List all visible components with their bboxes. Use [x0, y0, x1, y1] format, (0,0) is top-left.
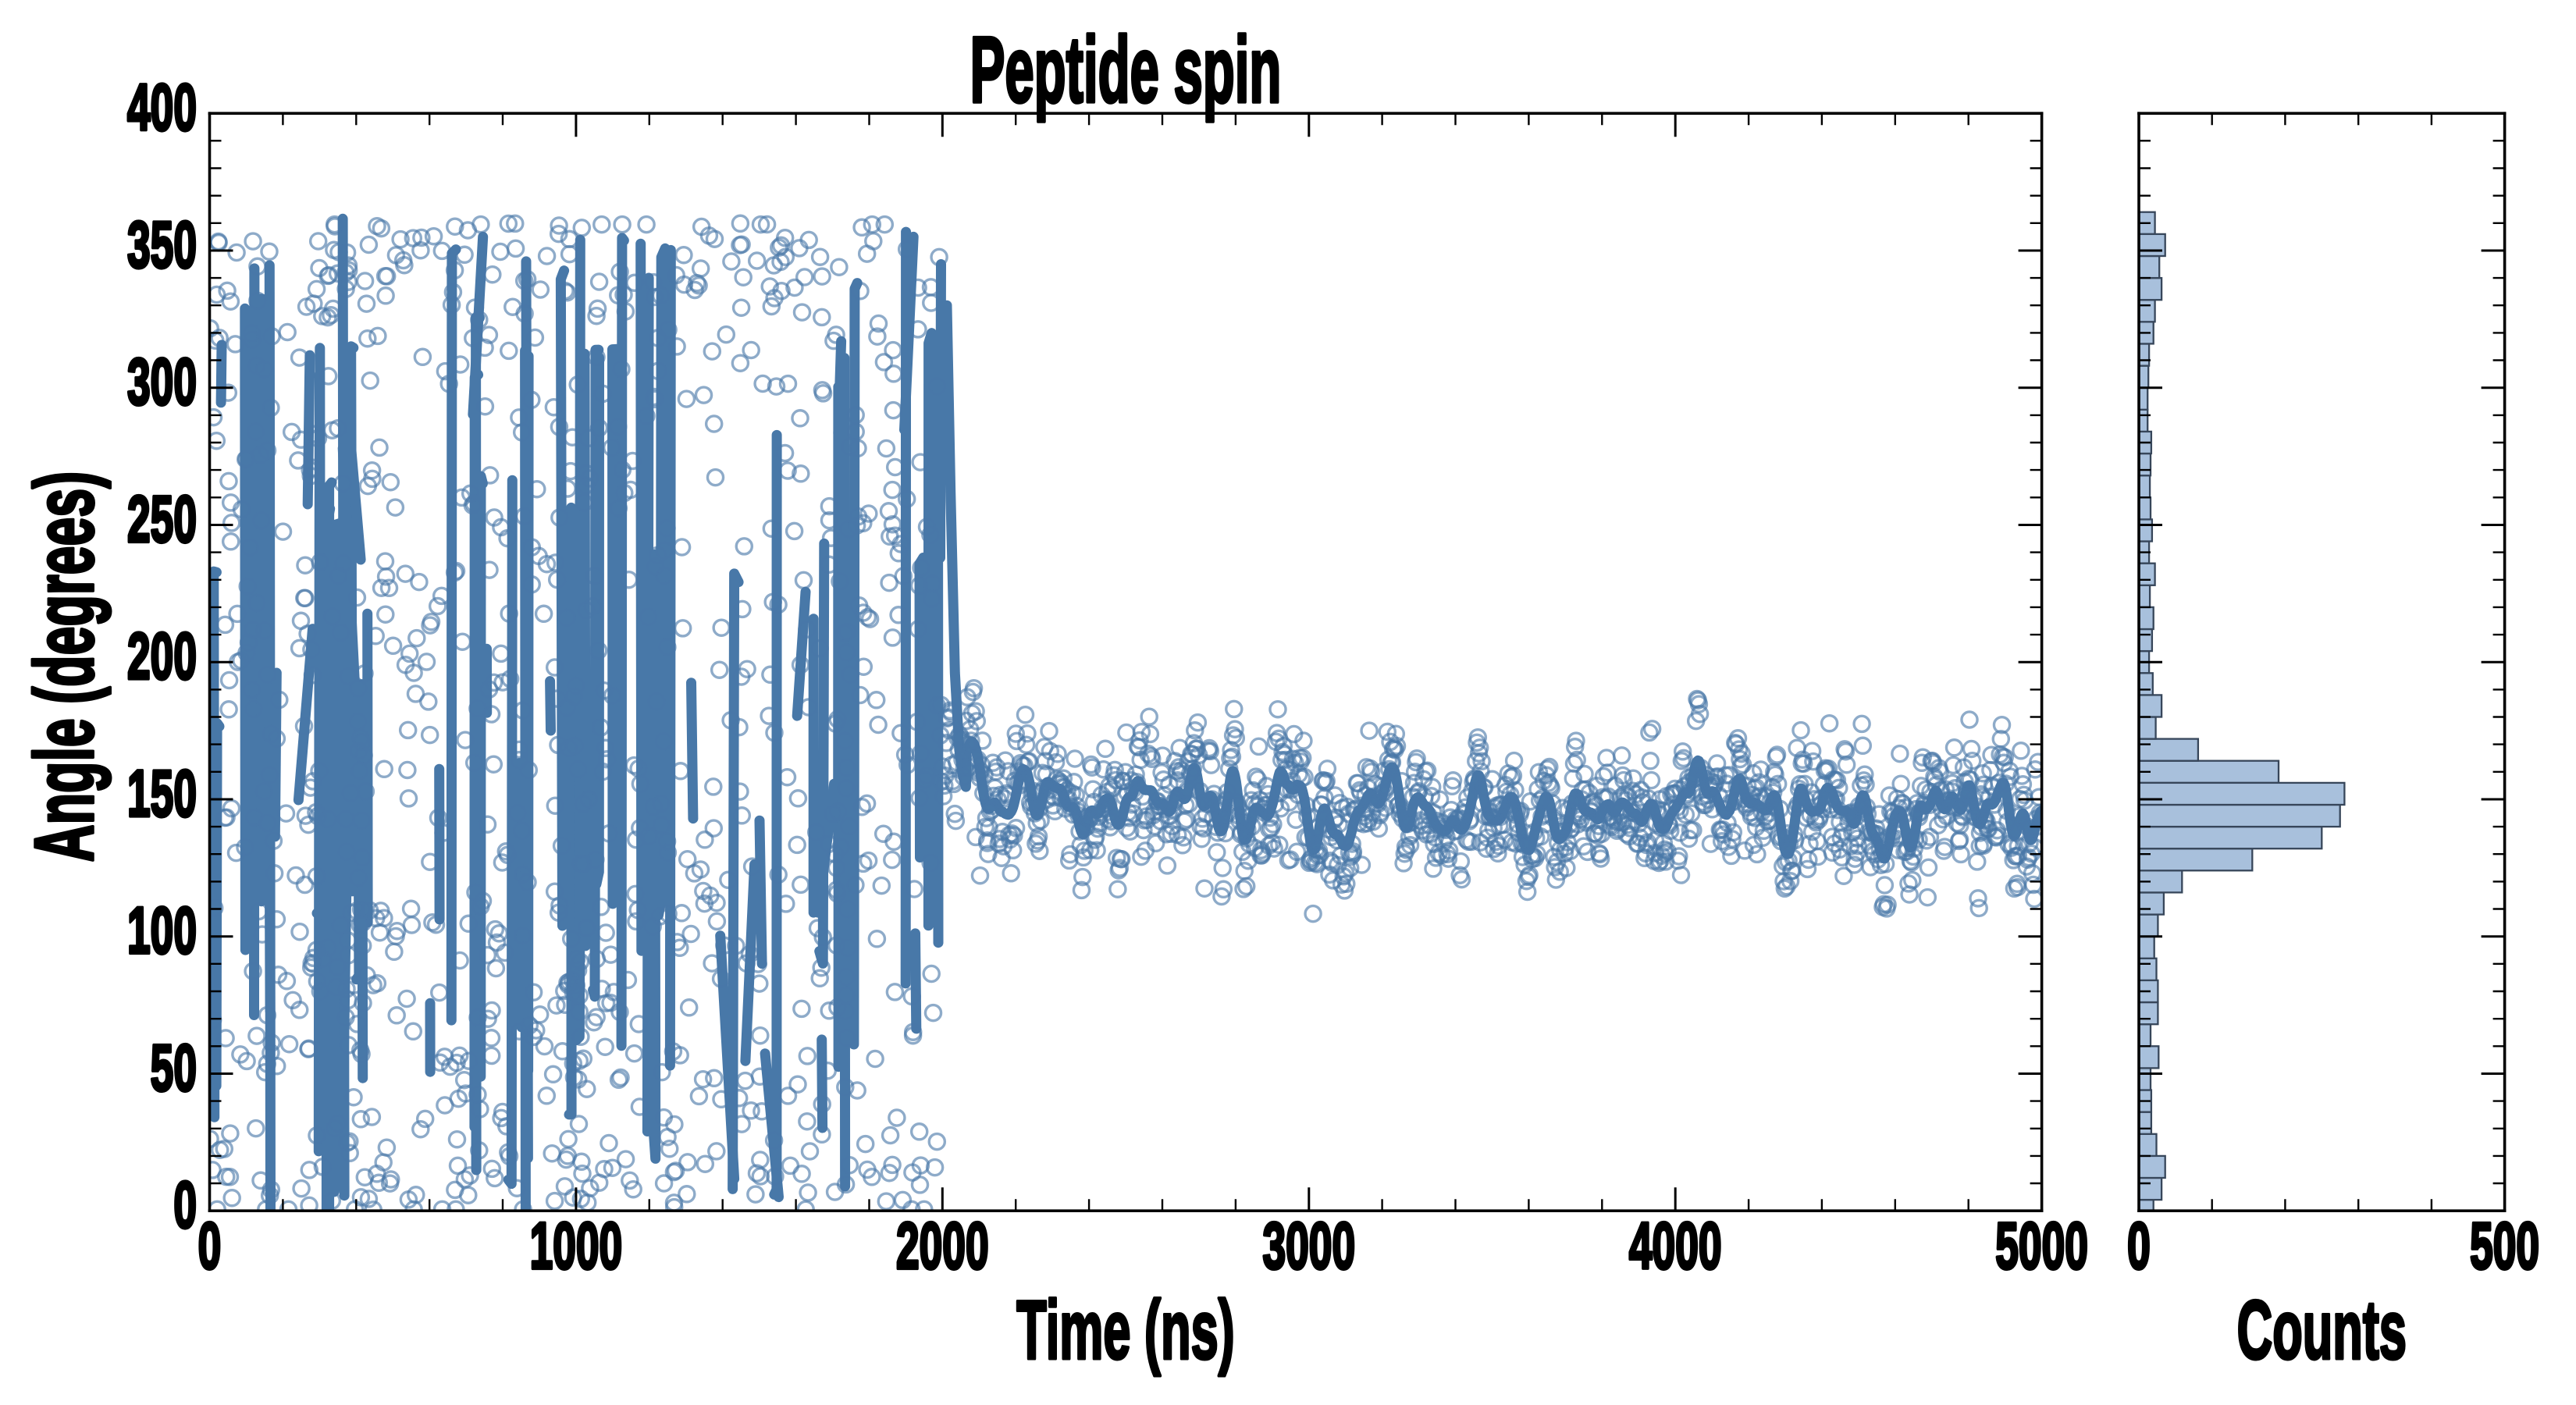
svg-text:Counts: Counts: [2237, 1282, 2407, 1377]
svg-text:Time (ns): Time (ns): [1016, 1282, 1234, 1377]
svg-text:Peptide spin: Peptide spin: [970, 17, 1282, 123]
svg-text:400: 400: [127, 70, 197, 144]
svg-text:2000: 2000: [896, 1209, 989, 1282]
svg-text:0: 0: [198, 1209, 222, 1282]
svg-text:0: 0: [173, 1168, 197, 1241]
svg-text:1000: 1000: [530, 1209, 623, 1282]
svg-text:250: 250: [127, 482, 197, 555]
svg-text:100: 100: [127, 894, 197, 967]
svg-text:3000: 3000: [1262, 1209, 1355, 1282]
svg-text:350: 350: [127, 208, 197, 281]
svg-text:150: 150: [127, 756, 197, 830]
svg-text:50: 50: [151, 1030, 197, 1104]
svg-text:5000: 5000: [1995, 1209, 2088, 1282]
svg-text:4000: 4000: [1629, 1209, 1722, 1282]
svg-text:Angle (degrees): Angle (degrees): [17, 471, 111, 862]
svg-text:0: 0: [2127, 1209, 2151, 1282]
svg-text:200: 200: [127, 619, 197, 692]
svg-text:300: 300: [127, 345, 197, 418]
svg-text:500: 500: [2470, 1209, 2539, 1282]
